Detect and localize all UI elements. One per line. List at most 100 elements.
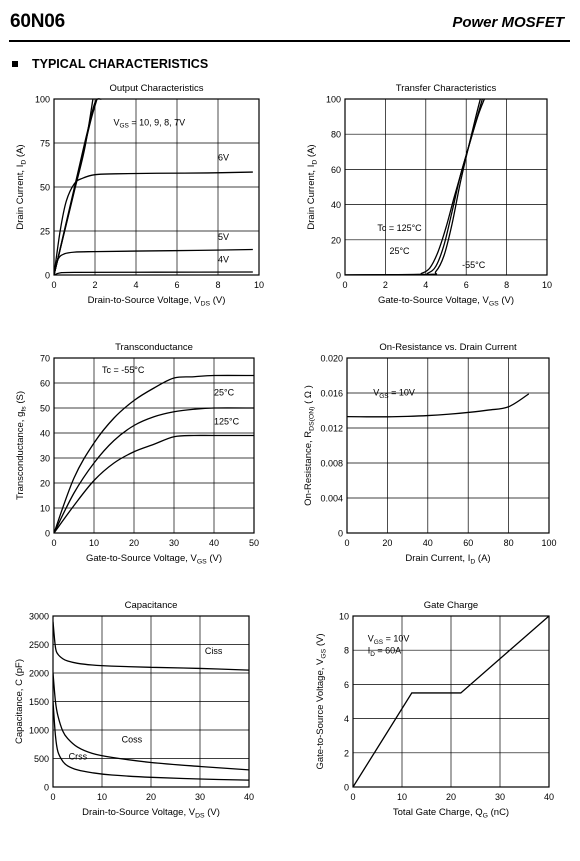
y-tick-label: 70 bbox=[40, 354, 50, 364]
annotation-label: VGS​ = 10V bbox=[373, 388, 415, 400]
plot-frame bbox=[352, 615, 550, 788]
y-tick-label: 2500 bbox=[29, 640, 49, 650]
y-tick-label: 50 bbox=[40, 183, 50, 193]
transfer-characteristics-chart: Transfer Characteristics 0 2 4 6 8 10 0 20 40 60 80… bbox=[290, 76, 580, 316]
x-tick-label: 30 bbox=[195, 792, 205, 802]
y-tick-label: 3000 bbox=[29, 612, 49, 622]
x-axis-label: Total Gate Charge, QG​ (nC) bbox=[393, 807, 509, 819]
y-tick-label: 0 bbox=[45, 271, 50, 281]
x-tick-label: 50 bbox=[249, 538, 259, 548]
annotation-label: Crss bbox=[69, 752, 88, 762]
x-tick-label: 6 bbox=[174, 280, 179, 290]
chart-title: Gate Charge bbox=[424, 600, 478, 611]
capacitance-chart: Capacitance 0 10 20 30 40 0 500 1000 1500 2000 2500… bbox=[0, 594, 290, 834]
x-tick-label: 2 bbox=[92, 280, 97, 290]
y-tick-label: 10 bbox=[40, 504, 50, 514]
series-line-25-c bbox=[345, 98, 483, 275]
annotation-label: -55°C bbox=[462, 260, 486, 270]
series-line-5v bbox=[54, 248, 253, 275]
on-resistance-chart: On-Resistance vs. Drain Current 0 20 40 60 80… bbox=[290, 337, 580, 577]
x-tick-label: 6 bbox=[464, 280, 469, 290]
y-tick-label: 0.016 bbox=[320, 389, 343, 399]
x-axis-label: Drain-to-Source Voltage, VDS​ (V) bbox=[82, 807, 220, 819]
x-tick-label: 4 bbox=[133, 280, 138, 290]
x-tick-label: 4 bbox=[423, 280, 428, 290]
y-axis-label: Capacitance, C (pF) bbox=[14, 659, 25, 744]
y-tick-label: 75 bbox=[40, 139, 50, 149]
x-tick-label: 80 bbox=[504, 538, 514, 548]
annotation-label: 4V bbox=[218, 255, 229, 265]
y-tick-label: 0 bbox=[44, 783, 49, 793]
y-axis-label: Drain Current, ID​ (A) bbox=[306, 144, 318, 229]
x-tick-label: 60 bbox=[463, 538, 473, 548]
x-tick-label: 40 bbox=[423, 538, 433, 548]
annotation-label: ID​ = 60A bbox=[368, 646, 401, 658]
transconductance-chart: Transconductance 0 10 20 30 40 50 0 10 20 30 40 50 60… bbox=[0, 337, 290, 577]
x-axis-label: Drain Current, ID​ (A) bbox=[405, 553, 490, 565]
x-tick-label: 30 bbox=[169, 538, 179, 548]
y-tick-label: 60 bbox=[40, 379, 50, 389]
x-tick-label: 8 bbox=[215, 280, 220, 290]
plot-frame bbox=[53, 98, 260, 276]
y-tick-label: 1500 bbox=[29, 697, 49, 707]
x-axis-label: Gate-to-Source Voltage, VGS​ (V) bbox=[378, 295, 514, 307]
y-tick-label: 10 bbox=[339, 612, 349, 622]
chart-title: Transfer Characteristics bbox=[396, 83, 497, 94]
series-line-25-c bbox=[54, 407, 255, 533]
y-tick-label: 100 bbox=[35, 95, 50, 105]
x-tick-label: 10 bbox=[254, 280, 264, 290]
y-tick-label: 40 bbox=[331, 200, 341, 210]
part-number: 60N06 bbox=[10, 11, 65, 32]
y-tick-label: 20 bbox=[40, 479, 50, 489]
x-tick-label: 0 bbox=[350, 792, 355, 802]
x-tick-label: 10 bbox=[97, 792, 107, 802]
chart-title: Transconductance bbox=[115, 342, 193, 353]
annotation-label: 25°C bbox=[389, 246, 410, 256]
x-tick-label: 0 bbox=[342, 280, 347, 290]
series-line-coss bbox=[53, 672, 250, 771]
x-tick-label: 20 bbox=[146, 792, 156, 802]
series-line-55-c bbox=[345, 98, 481, 275]
x-tick-label: 40 bbox=[544, 792, 554, 802]
gatecharge-svg: Gate Charge 0 10 20 30 40 0 2 4 6 8 10 Total Gate Ch… bbox=[315, 600, 554, 819]
annotation-label: VGS​ = 10V bbox=[368, 634, 410, 646]
y-axis-label: Drain Current, ID​ (A) bbox=[15, 144, 27, 229]
y-tick-label: 4 bbox=[344, 714, 349, 724]
annotation-label: 25°C bbox=[214, 388, 235, 398]
series-line-4v bbox=[54, 271, 253, 275]
x-tick-label: 0 bbox=[51, 280, 56, 290]
y-tick-label: 2 bbox=[344, 748, 349, 758]
y-tick-label: 20 bbox=[331, 235, 341, 245]
series-line-tc-125-c bbox=[345, 98, 485, 275]
y-tick-label: 0.008 bbox=[320, 459, 343, 469]
capacitance-svg: Capacitance 0 10 20 30 40 0 500 1000 1500 2000 2500… bbox=[14, 600, 254, 819]
x-tick-label: 0 bbox=[344, 538, 349, 548]
x-tick-label: 10 bbox=[397, 792, 407, 802]
plot-frame bbox=[53, 357, 255, 534]
y-tick-label: 0.004 bbox=[320, 494, 343, 504]
square-bullet-icon bbox=[12, 60, 18, 67]
y-tick-label: 50 bbox=[40, 404, 50, 414]
y-tick-label: 60 bbox=[331, 165, 341, 175]
y-tick-label: 8 bbox=[344, 646, 349, 656]
transconductance-svg: Transconductance 0 10 20 30 40 50 0 10 20 30 40 50 60… bbox=[15, 342, 259, 565]
x-tick-label: 20 bbox=[446, 792, 456, 802]
y-tick-label: 0 bbox=[338, 529, 343, 539]
y-tick-label: 0.020 bbox=[320, 354, 343, 364]
plot-frame bbox=[346, 357, 550, 534]
series-line-v-gs-10v bbox=[347, 393, 530, 418]
x-tick-label: 20 bbox=[382, 538, 392, 548]
chart-title: Output Characteristics bbox=[110, 83, 204, 94]
annotation-label: Ciss bbox=[205, 646, 223, 656]
gate-charge-chart: Gate Charge 0 10 20 30 40 0 2 4 6 8 10 Total Gate Ch… bbox=[290, 594, 580, 834]
series-line-tc-55-c bbox=[54, 374, 255, 533]
y-tick-label: 0 bbox=[336, 271, 341, 281]
onresistance-svg: On-Resistance vs. Drain Current 0 20 40 60 80… bbox=[303, 342, 557, 565]
x-tick-label: 0 bbox=[50, 792, 55, 802]
annotation-label: VGS​ = 10, 9, 8, 7V bbox=[113, 117, 185, 129]
annotation-label: Tc = 125°C bbox=[377, 223, 422, 233]
y-axis-label: On-Resistance, RDS(ON)​ ( Ω ) bbox=[303, 385, 315, 506]
series-line-crss bbox=[53, 701, 250, 781]
series-line-6v bbox=[54, 171, 253, 275]
